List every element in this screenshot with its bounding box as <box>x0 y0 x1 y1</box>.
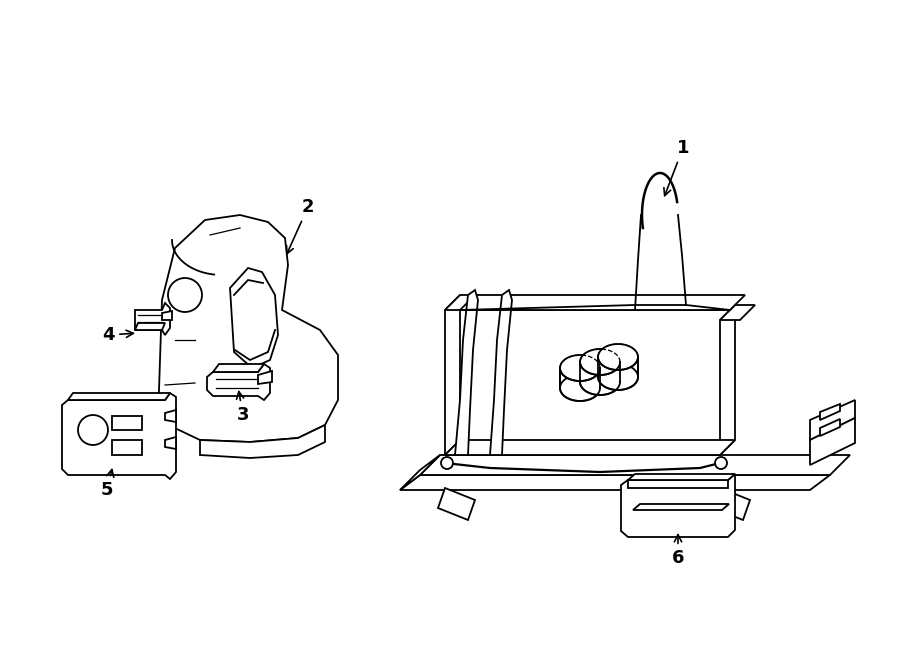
Polygon shape <box>560 368 600 388</box>
Polygon shape <box>135 303 170 335</box>
Polygon shape <box>420 455 850 475</box>
Text: 5: 5 <box>101 469 113 499</box>
Polygon shape <box>400 455 440 490</box>
Text: 1: 1 <box>664 139 689 196</box>
Text: 6: 6 <box>671 535 684 567</box>
Ellipse shape <box>560 355 600 381</box>
Polygon shape <box>165 410 176 422</box>
Polygon shape <box>445 440 735 455</box>
Polygon shape <box>621 474 735 537</box>
Circle shape <box>715 457 727 469</box>
Polygon shape <box>455 290 478 455</box>
Polygon shape <box>165 437 176 449</box>
Ellipse shape <box>560 375 600 401</box>
Polygon shape <box>580 362 620 382</box>
Ellipse shape <box>580 369 620 395</box>
Polygon shape <box>810 400 855 440</box>
Text: 2: 2 <box>286 198 314 254</box>
Polygon shape <box>490 290 512 455</box>
Polygon shape <box>810 418 855 465</box>
Polygon shape <box>628 474 735 480</box>
Text: 3: 3 <box>237 391 249 424</box>
Polygon shape <box>162 311 172 320</box>
Polygon shape <box>68 393 170 400</box>
Polygon shape <box>112 416 142 430</box>
Polygon shape <box>460 295 745 310</box>
Polygon shape <box>445 295 460 455</box>
Polygon shape <box>62 393 176 479</box>
Polygon shape <box>720 305 735 455</box>
Text: 4: 4 <box>102 326 133 344</box>
Polygon shape <box>445 295 480 310</box>
Polygon shape <box>460 305 730 310</box>
Ellipse shape <box>580 349 620 375</box>
Circle shape <box>441 457 453 469</box>
Polygon shape <box>628 480 728 488</box>
Polygon shape <box>112 440 142 455</box>
Polygon shape <box>713 488 750 520</box>
Polygon shape <box>438 488 475 520</box>
Ellipse shape <box>598 364 638 390</box>
Polygon shape <box>820 404 840 420</box>
Polygon shape <box>400 475 830 490</box>
Polygon shape <box>200 425 325 458</box>
Polygon shape <box>598 357 638 377</box>
Circle shape <box>168 278 202 312</box>
Polygon shape <box>230 268 278 368</box>
Polygon shape <box>207 364 270 400</box>
Polygon shape <box>135 323 165 330</box>
Polygon shape <box>720 305 755 320</box>
Polygon shape <box>633 504 729 510</box>
Polygon shape <box>213 364 264 372</box>
Polygon shape <box>158 215 338 442</box>
Circle shape <box>78 415 108 445</box>
Polygon shape <box>258 371 272 384</box>
Polygon shape <box>820 419 840 436</box>
Ellipse shape <box>598 344 638 370</box>
